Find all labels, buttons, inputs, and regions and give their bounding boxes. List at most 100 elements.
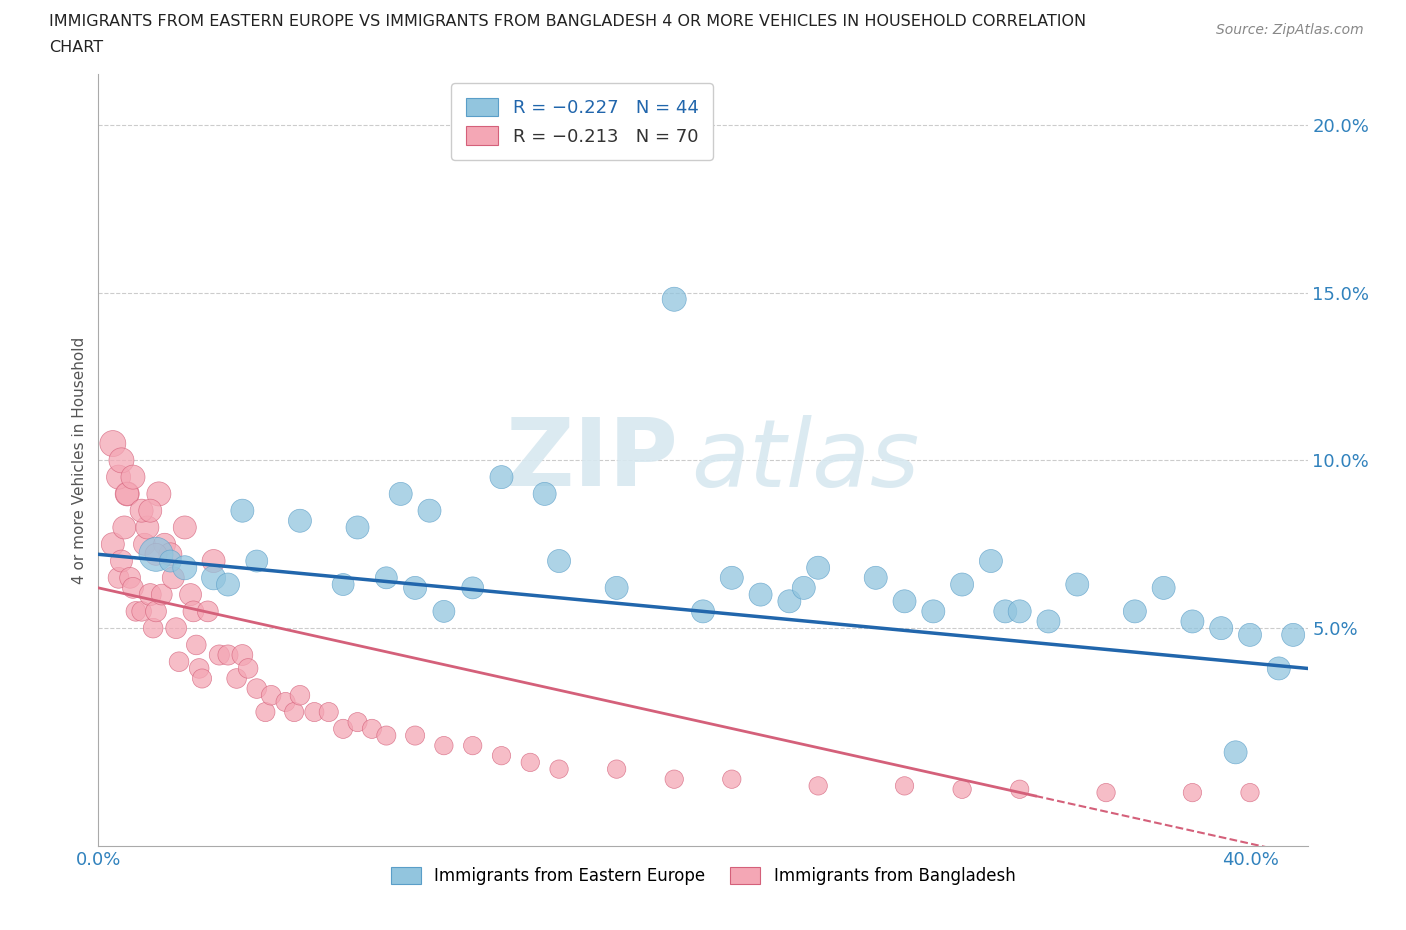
- Point: [202, 553, 225, 568]
- Point: [1225, 745, 1247, 760]
- Point: [893, 778, 915, 793]
- Point: [865, 570, 887, 585]
- Point: [173, 560, 195, 575]
- Point: [980, 553, 1002, 568]
- Point: [107, 570, 129, 585]
- Text: IMMIGRANTS FROM EASTERN EUROPE VS IMMIGRANTS FROM BANGLADESH 4 OR MORE VEHICLES : IMMIGRANTS FROM EASTERN EUROPE VS IMMIGR…: [49, 14, 1087, 29]
- Point: [246, 681, 269, 696]
- Point: [375, 570, 398, 585]
- Point: [1153, 580, 1175, 595]
- Point: [208, 647, 231, 662]
- Point: [548, 553, 571, 568]
- Point: [202, 570, 225, 585]
- Point: [1123, 604, 1146, 618]
- Point: [606, 762, 628, 777]
- Point: [122, 580, 145, 595]
- Text: atlas: atlas: [690, 415, 920, 506]
- Point: [186, 637, 208, 652]
- Point: [1268, 661, 1291, 676]
- Point: [375, 728, 398, 743]
- Point: [139, 587, 162, 602]
- Point: [145, 547, 167, 562]
- Point: [180, 587, 202, 602]
- Point: [304, 705, 326, 720]
- Point: [749, 587, 772, 602]
- Point: [236, 661, 259, 676]
- Point: [260, 688, 283, 703]
- Point: [231, 503, 253, 518]
- Point: [720, 772, 742, 787]
- Point: [1211, 620, 1233, 635]
- Point: [922, 604, 945, 618]
- Point: [778, 594, 800, 609]
- Point: [134, 537, 156, 551]
- Point: [197, 604, 219, 618]
- Point: [136, 520, 159, 535]
- Point: [110, 453, 132, 468]
- Point: [461, 738, 484, 753]
- Point: [491, 749, 513, 764]
- Point: [332, 578, 354, 592]
- Point: [404, 728, 426, 743]
- Point: [1066, 578, 1088, 592]
- Point: [433, 738, 456, 753]
- Point: [606, 580, 628, 595]
- Point: [162, 570, 184, 585]
- Point: [120, 570, 142, 585]
- Point: [893, 594, 915, 609]
- Point: [101, 436, 124, 451]
- Point: [418, 503, 440, 518]
- Point: [1008, 782, 1031, 797]
- Point: [692, 604, 714, 618]
- Point: [183, 604, 205, 618]
- Point: [1282, 628, 1305, 643]
- Point: [332, 722, 354, 737]
- Point: [283, 705, 305, 720]
- Point: [807, 778, 830, 793]
- Point: [433, 604, 456, 618]
- Point: [101, 537, 124, 551]
- Point: [188, 661, 211, 676]
- Point: [288, 513, 311, 528]
- Point: [1038, 614, 1060, 629]
- Point: [122, 470, 145, 485]
- Point: [131, 604, 153, 618]
- Point: [159, 547, 181, 562]
- Point: [110, 553, 132, 568]
- Point: [107, 470, 129, 485]
- Point: [150, 587, 173, 602]
- Point: [548, 762, 571, 777]
- Point: [145, 604, 167, 618]
- Point: [950, 782, 973, 797]
- Point: [1181, 614, 1204, 629]
- Point: [807, 560, 830, 575]
- Point: [115, 486, 138, 501]
- Point: [389, 486, 412, 501]
- Point: [664, 772, 686, 787]
- Point: [361, 722, 384, 737]
- Point: [1239, 785, 1261, 800]
- Point: [318, 705, 340, 720]
- Text: CHART: CHART: [49, 40, 103, 55]
- Point: [994, 604, 1017, 618]
- Point: [519, 755, 541, 770]
- Point: [115, 486, 138, 501]
- Point: [461, 580, 484, 595]
- Point: [274, 695, 297, 710]
- Point: [153, 537, 176, 551]
- Point: [1008, 604, 1031, 618]
- Point: [112, 520, 135, 535]
- Point: [142, 620, 165, 635]
- Point: [217, 647, 239, 662]
- Legend: Immigrants from Eastern Europe, Immigrants from Bangladesh: Immigrants from Eastern Europe, Immigran…: [384, 860, 1022, 892]
- Point: [1239, 628, 1261, 643]
- Y-axis label: 4 or more Vehicles in Household: 4 or more Vehicles in Household: [72, 337, 87, 584]
- Point: [404, 580, 426, 595]
- Point: [231, 647, 253, 662]
- Point: [793, 580, 815, 595]
- Point: [950, 578, 973, 592]
- Point: [533, 486, 555, 501]
- Point: [225, 671, 247, 686]
- Point: [1095, 785, 1118, 800]
- Point: [217, 578, 239, 592]
